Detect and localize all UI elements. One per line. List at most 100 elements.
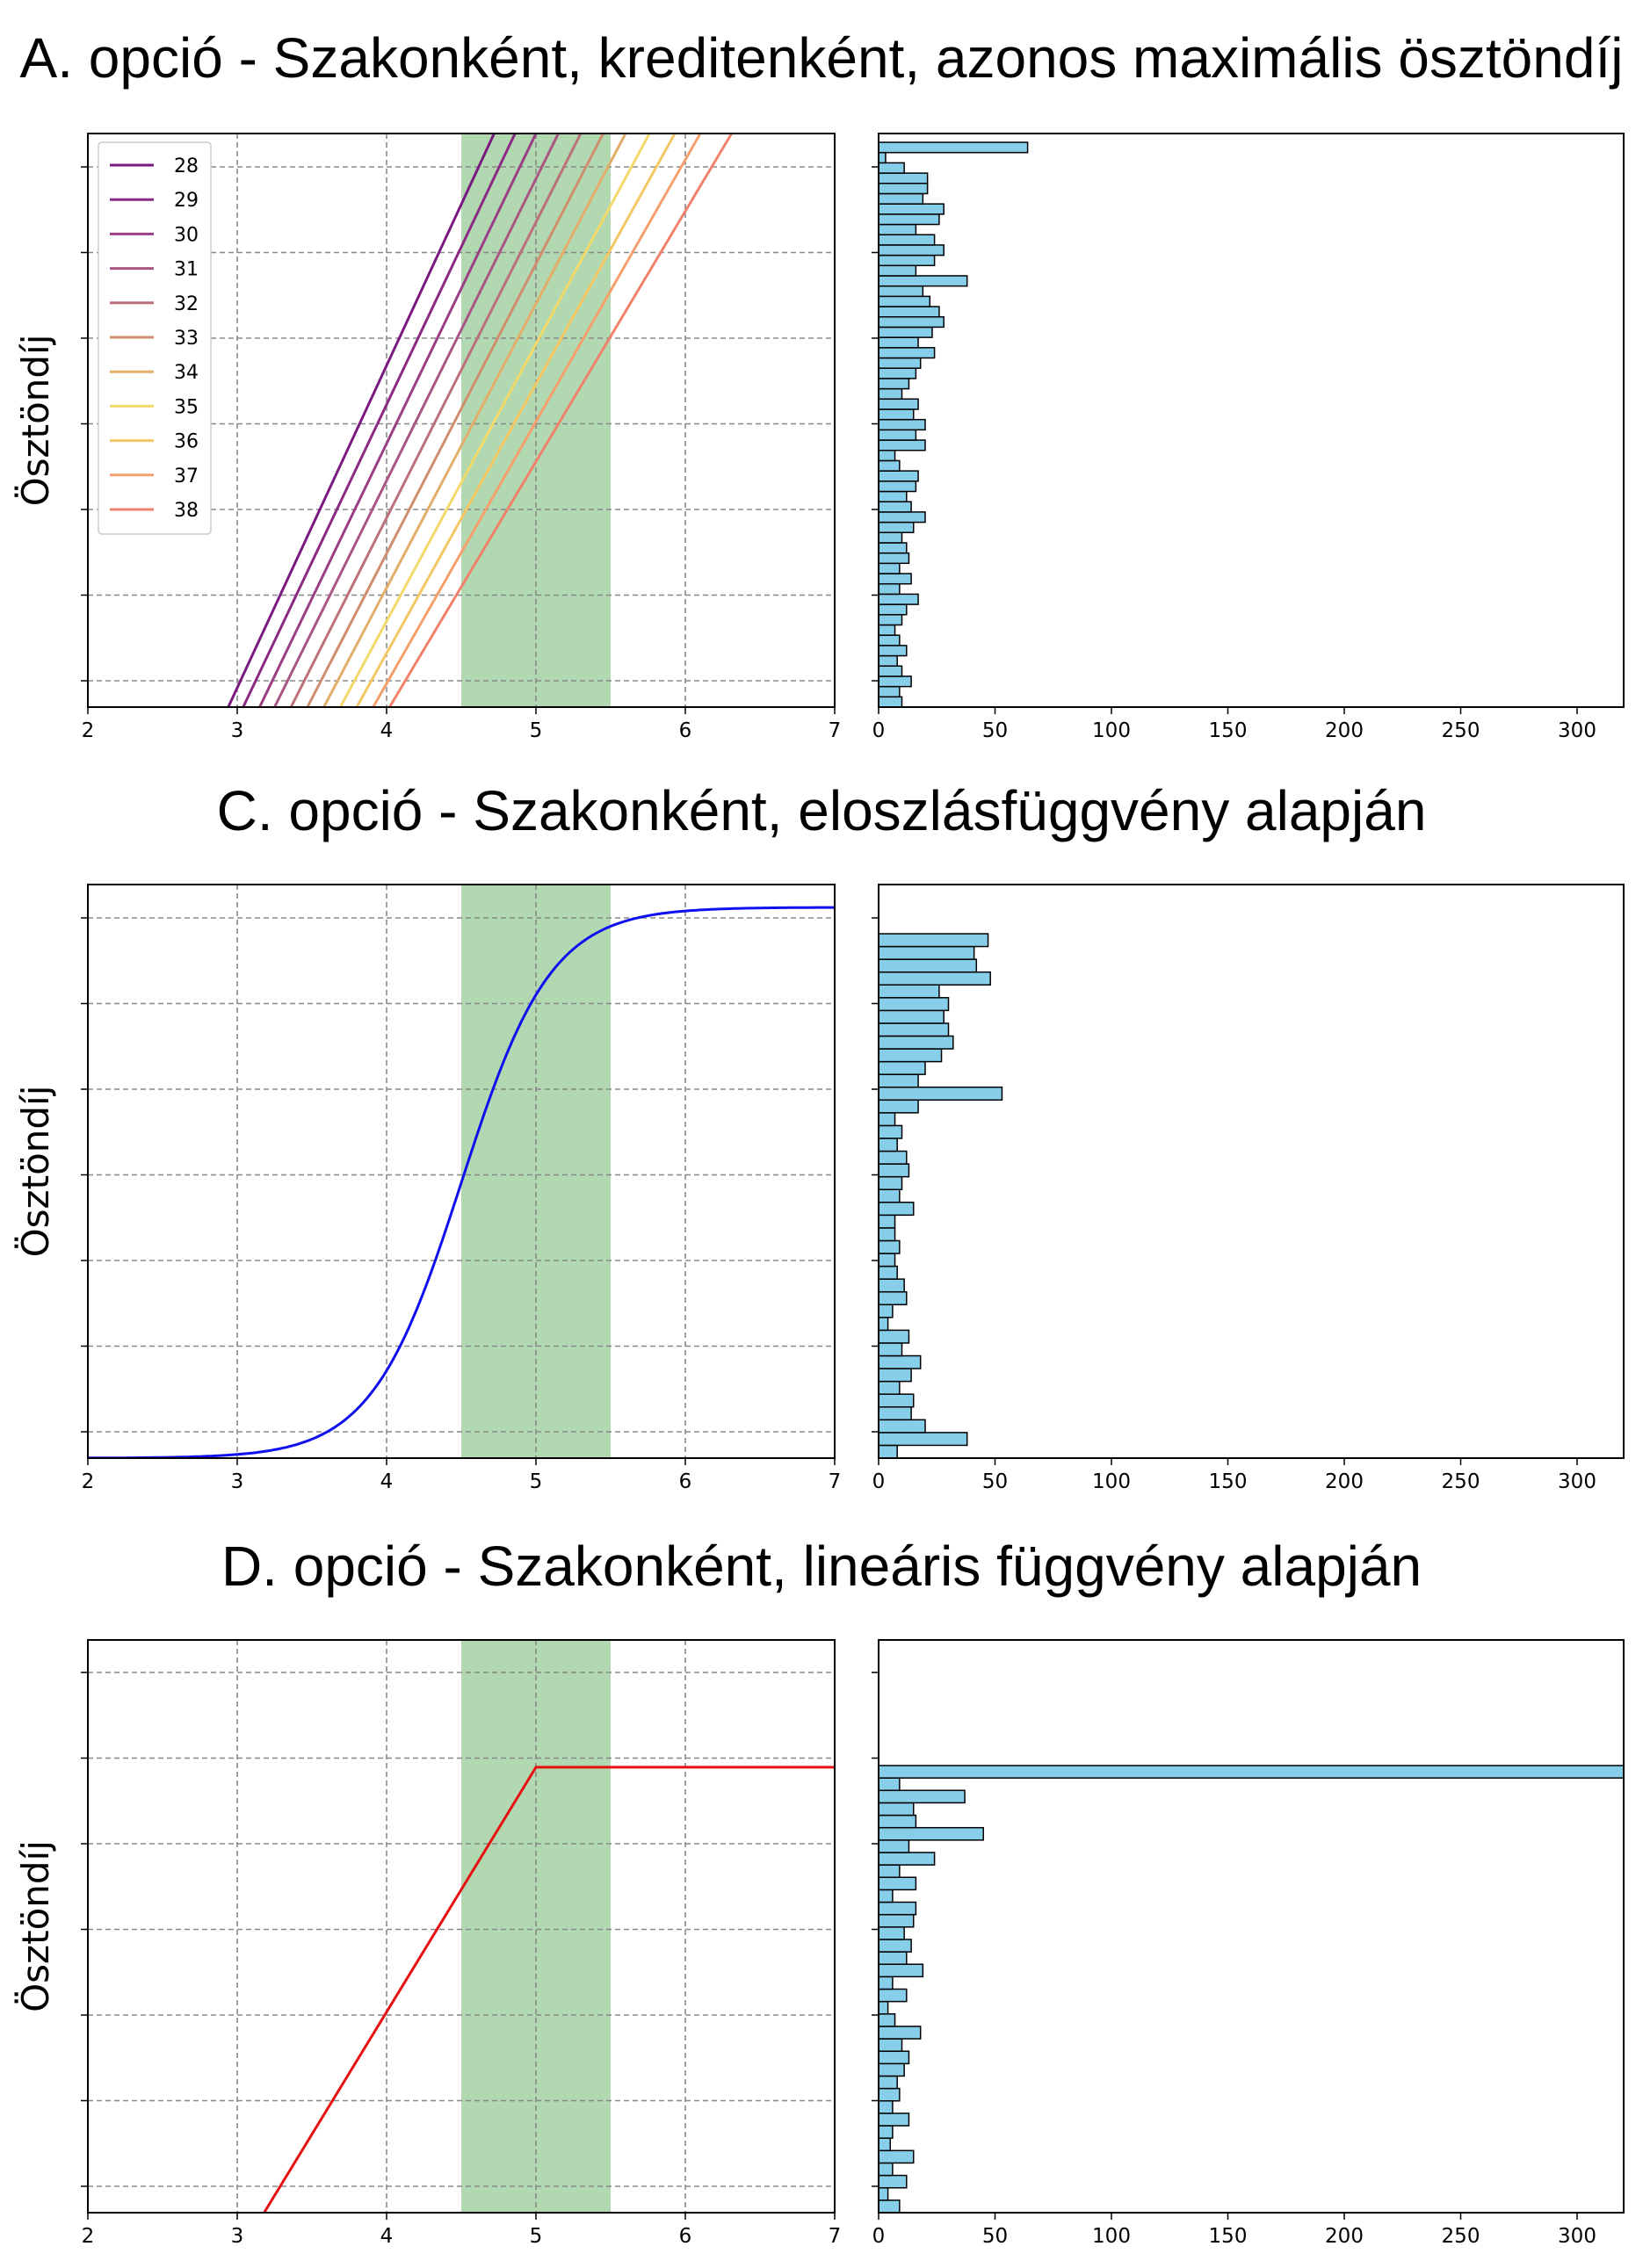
chart-title: A. opció - Szakonként, kreditenként, azo… [20, 26, 1624, 90]
plot-frame [87, 884, 836, 1459]
histogram-bar [879, 347, 936, 359]
histogram-bar [879, 1765, 1624, 1779]
histogram-bar [879, 459, 901, 472]
bars [879, 141, 1029, 707]
series-line [388, 134, 733, 707]
legend-label: 30 [174, 224, 199, 246]
x-tick-label: 5 [530, 1470, 543, 1493]
histogram-bar [879, 2013, 896, 2027]
histogram-bar [879, 624, 896, 636]
x-tick-label: 6 [679, 719, 692, 742]
histogram-bar [879, 1175, 903, 1190]
x-tick-label: 4 [380, 2225, 394, 2248]
x-tick-label: 300 [1558, 2225, 1596, 2248]
x-tick-label: 50 [982, 1470, 1008, 1493]
x-tick-label: 3 [231, 719, 244, 742]
histogram-bar [879, 2137, 891, 2152]
histogram-bar [879, 367, 917, 379]
histogram-bar [879, 1988, 908, 2003]
x-tick-label: 4 [380, 719, 394, 742]
legend-label: 33 [174, 328, 199, 350]
histogram-bar [879, 1035, 954, 1050]
histogram-bar [879, 480, 917, 493]
histogram-bar [879, 275, 968, 287]
x-tick-label: 5 [530, 2225, 543, 2248]
histogram-bar [879, 429, 917, 441]
histogram-bar [879, 1789, 966, 1804]
histogram-bar [879, 1099, 919, 1114]
histogram-bar [879, 542, 908, 554]
histogram-bar [879, 285, 924, 298]
hist-frame [878, 133, 1625, 708]
histogram-bar [879, 1406, 912, 1421]
histogram-bar [879, 1368, 912, 1383]
histogram-bar [879, 336, 919, 349]
series-line [306, 134, 604, 707]
histogram-bar [879, 603, 908, 616]
histogram-bar [879, 511, 926, 524]
histogram-bar [879, 1444, 898, 1458]
histogram-bar [879, 1304, 894, 1318]
histogram-bar [879, 675, 912, 688]
plot-frame [87, 133, 836, 708]
histogram: 0 50 100 150 200 250 300 [872, 884, 1625, 1493]
histogram-bar [879, 2075, 898, 2090]
histogram-bar [879, 614, 903, 626]
histogram-bar [879, 295, 931, 307]
histogram-bar [879, 1202, 915, 1217]
histogram-bar [879, 1124, 903, 1139]
x-tick-label: 150 [1209, 719, 1248, 742]
histogram-bar [879, 593, 919, 605]
histogram-bar [879, 958, 978, 973]
legend: 28 29 30 31 32 33 34 35 36 37 38 [98, 141, 212, 535]
chart-title: C. opció - Szakonként, eloszlásfüggvény … [217, 779, 1427, 842]
x-tick-label: 100 [1092, 1470, 1131, 1493]
histogram: 0 50 100 150 200 250 300 [872, 1639, 1625, 2248]
histogram-bar [879, 1048, 943, 1063]
x-tick-label: 50 [982, 2225, 1008, 2248]
histogram-bar [879, 984, 940, 999]
histogram-bar [879, 2026, 922, 2040]
histogram-bar [879, 1278, 905, 1293]
x-tick-label: 250 [1442, 1470, 1480, 1493]
histogram-bar [879, 183, 929, 195]
histogram-bar [879, 192, 924, 205]
x-tick-label: 0 [872, 719, 886, 742]
histogram-bar [879, 1814, 917, 1829]
x-tick-label: 6 [679, 1470, 692, 1493]
x-tick-label: 2 [82, 719, 95, 742]
histogram-bar [879, 1073, 919, 1088]
hist-frame [878, 1639, 1625, 2214]
series-group [263, 1766, 835, 2213]
series-line [258, 134, 538, 707]
x-tick-label: 100 [1092, 2225, 1131, 2248]
histogram-bar [879, 439, 926, 451]
x-tick-label: 2 [82, 1470, 95, 1493]
histogram-bar [879, 1150, 908, 1165]
x-tick-label: 7 [829, 719, 842, 742]
histogram-bar [879, 1951, 908, 1965]
histogram-bar [879, 1188, 901, 1203]
histogram-bar [879, 665, 903, 677]
histogram-bar [879, 1239, 901, 1254]
histogram-bar [879, 531, 903, 544]
histogram-bar [879, 357, 922, 369]
legend-label: 35 [174, 396, 199, 418]
histogram-bar [879, 1839, 910, 1853]
histogram-bar [879, 162, 905, 174]
legend-label: 38 [174, 500, 199, 522]
series-line [273, 134, 560, 707]
series-line [227, 134, 496, 707]
histogram-bar [879, 945, 975, 960]
histogram-bar [879, 1939, 912, 1953]
histogram-bar [879, 2162, 894, 2177]
histogram-bar [879, 1253, 896, 1268]
histogram-bar [879, 1138, 898, 1152]
legend-label: 34 [174, 362, 199, 384]
x-tick-label: 200 [1325, 2225, 1364, 2248]
histogram-bar [879, 552, 910, 565]
histogram-bar [879, 2038, 903, 2052]
legend-label: 32 [174, 293, 199, 315]
chart-title: D. opció - Szakonként, lineáris függvény… [221, 1535, 1422, 1598]
